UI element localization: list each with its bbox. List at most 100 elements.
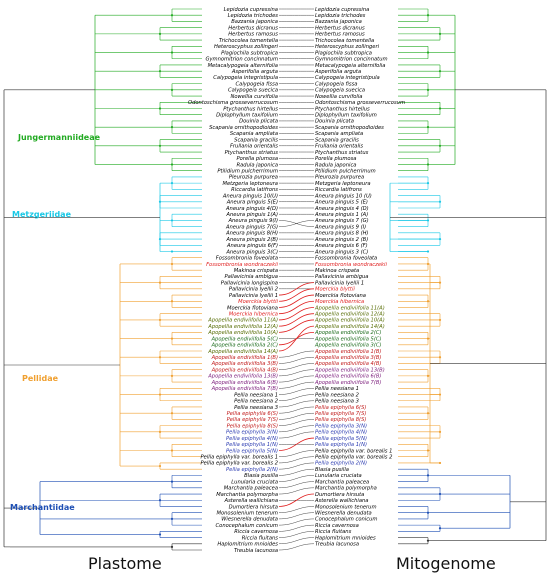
mitogenome-taxon-label: Pellia neesiana 2 — [315, 392, 359, 398]
plastome-taxon-label: Riccardia latifrons — [231, 187, 278, 193]
connector-line — [278, 325, 315, 352]
plastome-taxon-label: Apopellia endiviifolia 12(A) — [207, 324, 278, 330]
mitogenome-taxon-label: Scapania ampliata — [315, 131, 363, 137]
plastome-taxon-label: Douinia plicata — [239, 119, 278, 125]
plastome-taxon-label: Aneura pinguis 3(C) — [225, 249, 278, 255]
plastome-taxon-label: Pellia epiphylla 3(N) — [226, 430, 278, 436]
plastome-taxon-label: Haplomitrium mnioides — [217, 542, 278, 548]
plastome-taxon-label: Marchantia paleacea — [224, 486, 278, 492]
plastome-taxon-label: Dumortiera hirsuta — [229, 504, 278, 510]
connector-line — [278, 300, 315, 315]
plastome-taxon-label: Aneura pinguis 10(U) — [222, 193, 278, 199]
mitogenome-taxon-label: Odontoschisma grosseverrucosum — [315, 100, 405, 106]
mitogenome-taxon-label: Porella plumosa — [315, 156, 356, 162]
mitogenome-taxon-label: Lunularia cruciata — [315, 473, 362, 479]
plastome-taxon-label: Fossombronia wondraczekii — [206, 262, 278, 268]
mitogenome-taxon-label: Heteroscyphus zollingeri — [315, 44, 380, 50]
connector-line — [278, 388, 315, 395]
mitogenome-taxon-label: Aneura pinguis 8 (H) — [314, 231, 369, 237]
mitogenome-taxon-label: Dumortiera hirsuta — [315, 492, 364, 498]
mitogenome-taxon-label: Ptychanthus hirtellus — [315, 106, 370, 112]
mitogenome-taxon-label: Apopellia endiviifolia 14(A) — [314, 324, 385, 330]
plastome-taxon-label: Apopellia endiviifolia 4(B) — [211, 367, 278, 373]
plastome-taxon-label: Aneura pinguis 9(I) — [227, 218, 278, 224]
mitogenome-taxon-label: Aneura pinguis 4 (D) — [314, 206, 369, 212]
plastome-taxon-label: Odontoschisma grosseverrucosum — [188, 100, 278, 106]
plastome-taxon-label: Apopellia endiviifolia 3(B) — [211, 361, 278, 367]
mitogenome-taxon-label: Fossombronia foveolata — [315, 256, 377, 262]
plastome-taxon-label: Blasia pusilla — [244, 473, 278, 479]
plastome-taxon-label: Metacalypogeia alternifolia — [208, 63, 278, 69]
mitogenome-taxon-label: Moerckia blyttii — [315, 287, 355, 293]
plastome-taxon-label: Wiesnerella denudata — [221, 517, 278, 523]
plastome-taxon-label: Marchantia polymorpha — [216, 492, 278, 498]
plastome-taxon-label: Trichocolea tomentella — [219, 38, 278, 44]
plastome-taxon-label: Calypogeia integristipula — [213, 75, 278, 81]
connector-line — [278, 468, 315, 476]
mitogenome-taxon-label: Pellia epiphylla var. borealis 2 — [315, 455, 392, 461]
connector-line — [278, 369, 315, 377]
plastome-taxon-label: Lepidozia cupressina — [224, 7, 278, 13]
mitogenome-taxon-label: Pellia epiphylla 7(S) — [315, 411, 366, 417]
mitogenome-taxon-label: Monosolenium tenerum — [315, 504, 377, 510]
plastome-taxon-label: Apopellia endiviifolia 11(A) — [207, 318, 278, 324]
plastome-taxon-label: Moerckia flotoviana — [227, 305, 278, 311]
plastome-taxon-label: Apopellia endiviifolia 1(B) — [211, 355, 278, 361]
plastome-taxon-label: Calypogeia fissa — [236, 81, 278, 87]
plastome-taxon-label: Apopellia endiviifolia 6(B) — [211, 380, 278, 386]
plastome-taxon-label: Pellia neesiana 1 — [234, 392, 278, 398]
plastome-taxon-label: Moerckia hibernica — [229, 312, 278, 318]
mitogenome-taxon-label: Pellia epiphylla var. borealis 1 — [315, 448, 392, 454]
mitogenome-taxon-label: Metacalypogeia alternifolia — [315, 63, 385, 69]
mitogenome-taxon-label: Riccardia latifrons — [315, 187, 362, 193]
mitogenome-title: Mitogenome — [396, 554, 496, 573]
mitogenome-taxon-label: Calypogeia integristipula — [315, 75, 380, 81]
mitogenome-taxon-label: Lepidozia cupressina — [315, 7, 369, 13]
plastome-taxon-label: Frullania orientalis — [230, 144, 278, 150]
connector-line — [278, 506, 315, 513]
mitogenome-taxon-label: Apopellia endiviifolia 7(B) — [314, 380, 381, 386]
plastome-tree — [3, 8, 202, 551]
plastome-taxon-label: Pellia epiphylla 1(N) — [226, 442, 278, 448]
plastome-taxon-label: Pleurozia purpurea — [229, 175, 278, 181]
mitogenome-taxon-label: Pellia epiphylla 4(N) — [315, 430, 367, 436]
mitogenome-taxon-label: Blasia pusilla — [315, 467, 349, 473]
plastome-taxon-label: Makinoa crispata — [234, 268, 278, 274]
plastome-taxon-label: Bazzania japonica — [231, 19, 278, 25]
mitogenome-taxon-label: Pellia epiphylla 6(S) — [315, 405, 366, 411]
plastome-taxon-label: Lepidozia trichodes — [228, 13, 279, 19]
plastome-taxon-label: Aneura pinguis 1(A) — [225, 212, 278, 218]
mitogenome-taxon-label: Riccia cavernosa — [315, 523, 359, 529]
plastome-taxon-label: Porella plumosa — [237, 156, 278, 162]
mitogenome-taxon-label: Moerckia hibernica — [315, 299, 364, 305]
plastome-taxon-label: Aneura pinguis 7(G) — [225, 224, 278, 230]
plastome-taxon-label: Metzgeria leptoneura — [222, 181, 278, 187]
plastome-taxon-label: Scapania ampliata — [230, 131, 278, 137]
mitogenome-taxon-label: Apopellia endiviifolia 6(B) — [314, 374, 381, 380]
mitogenome-taxon-label: Pellia epiphylla 3(N) — [315, 423, 367, 429]
mitogenome-taxon-label: Treubia lacunosa — [315, 542, 359, 548]
mitogenome-taxon-label: Marchantia paleacea — [315, 479, 369, 485]
plastome-taxon-label: Pallavicinia lyellii 2 — [229, 287, 278, 293]
plastome-taxon-label: Pellia epiphylla 7(S) — [227, 417, 278, 423]
mitogenome-taxon-label: Diplophyllum taxifolium — [315, 113, 377, 119]
mitogenome-taxon-label: Apopellia endiviifolia 10(A) — [314, 318, 385, 324]
plastome-taxon-label: Conocephalum conicum — [216, 523, 278, 529]
mitogenome-taxon-label: Pallavicinia lyellii 1 — [315, 280, 364, 286]
plastome-taxon-label: Aneura pinguis 2(B) — [225, 237, 278, 243]
mitogenome-taxon-label: Apopellia endiviifolia 12(A) — [314, 312, 385, 318]
plastome-taxon-label: Pellia neesiana 2 — [234, 399, 278, 405]
mitogenome-taxon-label: Pellia epiphylla 8(S) — [315, 417, 366, 423]
connector-line — [278, 350, 315, 358]
mitogenome-taxon-label: Pellia neesiana 3 — [315, 399, 359, 405]
plastome-taxon-label: Aneura pinguis 6(F) — [226, 243, 278, 249]
plastome-taxon-label: Asterella wallichiana — [224, 498, 278, 504]
mitogenome-taxon-label: Herbertus dicranus — [315, 25, 365, 31]
plastome-taxon-label: Ptilidium pulcherrimum — [217, 168, 278, 174]
mitogenome-taxon-label: Apopellia endiviifolia 1(B) — [314, 349, 381, 355]
mitogenome-taxon-label: Conocephalum conicum — [315, 517, 377, 523]
mitogenome-taxon-label: Moerckia flotoviana — [315, 293, 366, 299]
connector-line — [278, 462, 315, 470]
mitogenome-taxon-label: Trichocolea tomentella — [315, 38, 374, 44]
